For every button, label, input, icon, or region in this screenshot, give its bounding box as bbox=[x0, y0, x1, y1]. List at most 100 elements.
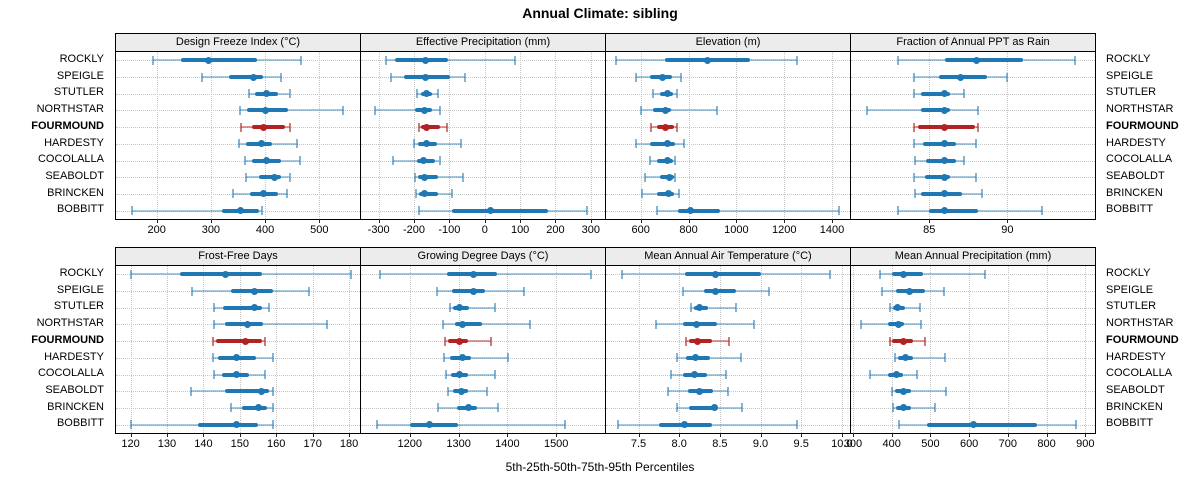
row-gridline bbox=[361, 193, 605, 195]
median-dot bbox=[712, 287, 720, 295]
median-dot bbox=[221, 270, 229, 278]
x-tick bbox=[349, 433, 351, 437]
whisker-cap bbox=[244, 172, 247, 182]
x-tick bbox=[265, 219, 267, 223]
whisker-cap bbox=[151, 55, 154, 65]
iqr-25-75 bbox=[677, 208, 720, 213]
x-tick-label: 1400 bbox=[819, 224, 845, 236]
whisker-cap bbox=[838, 206, 841, 216]
median-dot bbox=[691, 354, 699, 362]
median-dot bbox=[232, 371, 240, 379]
x-tick bbox=[166, 433, 168, 437]
median-dot bbox=[902, 354, 910, 362]
panel-mean-annual-air-temperature-c: Mean Annual Air Temperature (°C) 7.5 8.0 8.… bbox=[605, 247, 853, 450]
x-gridline bbox=[203, 266, 205, 433]
x-gridline bbox=[1046, 266, 1048, 433]
whisker-cap bbox=[869, 370, 872, 380]
whisker-cap bbox=[912, 139, 915, 149]
panel-title: Design Freeze Index (°C) bbox=[175, 36, 301, 48]
x-axis: 85 90 bbox=[851, 219, 1095, 241]
whisker-cap bbox=[740, 353, 742, 363]
iqr-25-75 bbox=[703, 289, 737, 294]
whisker-cap bbox=[981, 189, 984, 199]
median-dot bbox=[969, 421, 977, 429]
range-5-95 bbox=[385, 59, 515, 62]
whisker-cap bbox=[943, 353, 946, 363]
x-tick bbox=[832, 219, 834, 223]
whisker-cap bbox=[617, 420, 620, 430]
station-label-rockly: ROCKLY bbox=[59, 267, 104, 279]
station-label-brincken: BRINCKEN bbox=[1106, 186, 1163, 199]
median-dot bbox=[455, 371, 463, 379]
whisker-cap bbox=[437, 403, 440, 413]
whisker-cap bbox=[271, 353, 274, 363]
x-tick bbox=[760, 433, 762, 437]
row-gridline bbox=[116, 160, 360, 162]
panel-header: Mean Annual Precipitation (mm) bbox=[851, 248, 1095, 266]
x-tick-label: 1200 bbox=[771, 224, 797, 236]
median-dot bbox=[254, 404, 262, 412]
whisker-cap bbox=[373, 105, 376, 115]
median-dot bbox=[261, 106, 269, 114]
x-tick-label: 100 bbox=[510, 224, 530, 236]
median-dot bbox=[243, 320, 251, 328]
x-tick bbox=[1085, 433, 1087, 437]
x-tick-label: 0 bbox=[481, 224, 488, 236]
station-label-hardesty: HARDESTY bbox=[1106, 350, 1166, 363]
x-tick-label: 500 bbox=[310, 224, 329, 236]
panels-row: Design Freeze Index (°C) 200 300 400 500 Effe… bbox=[115, 33, 1096, 236]
whisker-cap bbox=[271, 420, 274, 430]
iqr-25-75 bbox=[197, 422, 259, 427]
whisker-cap bbox=[753, 319, 756, 329]
range-5-95 bbox=[446, 373, 495, 376]
station-label-bobbitt: BOBBITT bbox=[1106, 417, 1154, 430]
x-gridline bbox=[640, 52, 642, 219]
x-gridline bbox=[414, 52, 416, 219]
whisker-cap bbox=[682, 139, 685, 149]
whisker-cap bbox=[486, 386, 489, 396]
panels-row: Frost-Free Days 120 130 140 150 160 170 180 Grow… bbox=[115, 247, 1096, 450]
iqr-25-75 bbox=[409, 422, 459, 427]
panel-plot bbox=[851, 52, 1095, 219]
panel-frost-free-days: Frost-Free Days 120 130 140 150 160 170 180 bbox=[115, 247, 361, 450]
whisker-cap bbox=[441, 319, 444, 329]
whisker-cap bbox=[675, 353, 678, 363]
row-gridline bbox=[606, 143, 850, 145]
x-gridline bbox=[801, 266, 803, 433]
row-gridline bbox=[851, 160, 1095, 162]
iqr-25-75 bbox=[688, 405, 719, 410]
iqr-25-75 bbox=[241, 405, 268, 410]
whisker-cap bbox=[650, 122, 653, 132]
median-dot bbox=[941, 173, 949, 181]
x-gridline bbox=[239, 266, 241, 433]
whisker-cap bbox=[288, 172, 291, 182]
whisker-cap bbox=[443, 353, 446, 363]
x-axis: 1200 1300 1400 1500 bbox=[361, 433, 605, 455]
x-tick-label: -100 bbox=[438, 224, 461, 236]
median-dot bbox=[464, 404, 472, 412]
range-5-95 bbox=[450, 306, 496, 309]
whisker-cap bbox=[898, 420, 901, 430]
whisker-cap bbox=[435, 286, 438, 296]
row-gridline bbox=[606, 407, 850, 409]
x-gridline bbox=[507, 266, 509, 433]
whisker-cap bbox=[934, 403, 937, 413]
x-gridline bbox=[556, 266, 558, 433]
whisker-cap bbox=[238, 105, 241, 115]
x-tick-label: 9.5 bbox=[793, 438, 809, 450]
whisker-cap bbox=[944, 386, 947, 396]
whisker-cap bbox=[513, 55, 516, 65]
row-gridline bbox=[116, 177, 360, 179]
whisker-cap bbox=[651, 89, 654, 99]
row-gridline bbox=[606, 374, 850, 376]
x-gridline bbox=[520, 52, 522, 219]
whisker-cap bbox=[493, 370, 496, 380]
x-tick bbox=[210, 219, 212, 223]
panel-band-bottom: ROCKLY SPEIGLE STUTLER NORTHSTAR FOURMOUND HA… bbox=[0, 247, 1200, 457]
whisker-cap bbox=[923, 336, 926, 346]
x-tick-label: 140 bbox=[194, 438, 213, 450]
x-tick-label: -300 bbox=[367, 224, 390, 236]
whisker-cap bbox=[677, 189, 680, 199]
x-tick bbox=[319, 219, 321, 223]
